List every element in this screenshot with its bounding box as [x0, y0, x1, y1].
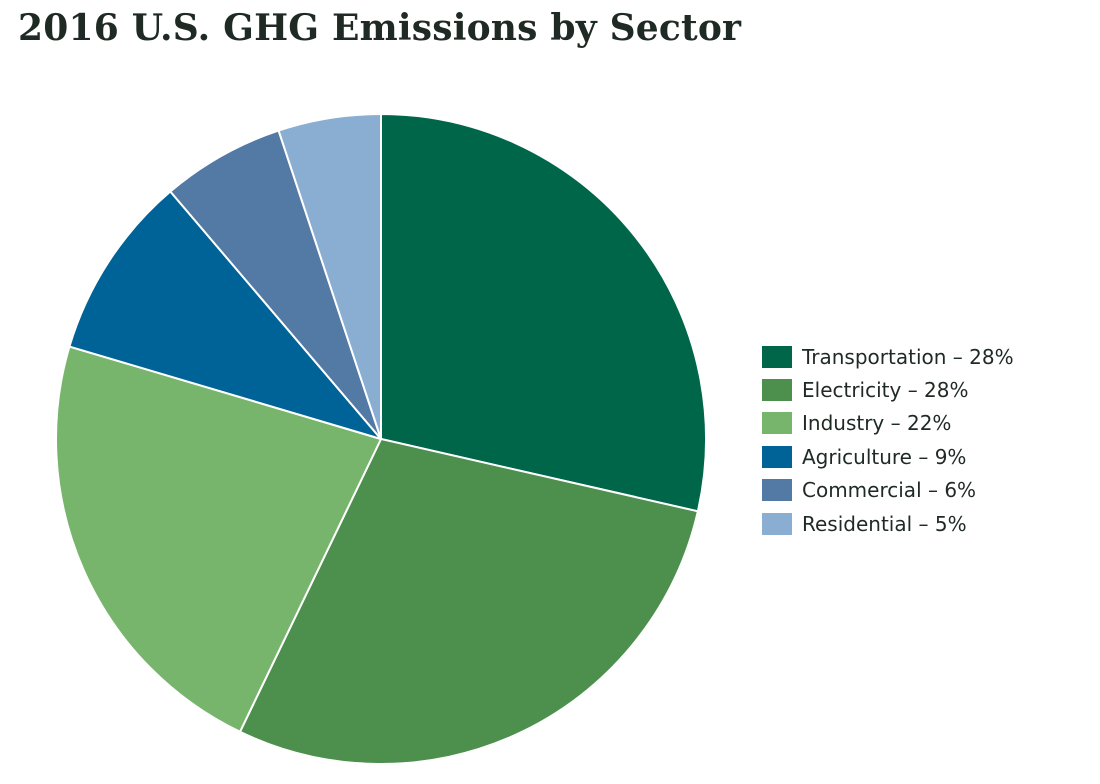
pie-chart [55, 113, 707, 765]
legend-swatch [762, 412, 792, 435]
legend-item-commercial: Commercial – 6% [762, 474, 1014, 507]
legend-label: Commercial – 6% [802, 478, 977, 503]
legend-label: Electricity – 28% [802, 378, 969, 403]
legend-swatch [762, 379, 792, 402]
legend-item-agriculture: Agriculture – 9% [762, 440, 1014, 473]
pie-slice-agriculture [68, 190, 382, 440]
legend-item-transportation: Transportation – 28% [762, 340, 1014, 373]
pie-slice-electricity [238, 438, 699, 765]
legend-swatch [762, 479, 792, 502]
legend-swatch [762, 512, 792, 535]
pie-slice-residential [277, 113, 382, 440]
pie-slice-industry [55, 345, 382, 733]
pie-slice-transportation [380, 113, 707, 513]
legend-item-electricity: Electricity – 28% [762, 373, 1014, 406]
legend-label: Industry – 22% [802, 411, 952, 436]
legend-label: Transportation – 28% [802, 344, 1014, 369]
pie-slice-commercial [169, 129, 382, 440]
legend: Transportation – 28% Electricity – 28% Ind… [762, 340, 1014, 540]
legend-label: Residential – 5% [802, 511, 967, 536]
legend-item-residential: Residential – 5% [762, 507, 1014, 540]
chart-title: 2016 U.S. GHG Emissions by Sector [18, 7, 742, 49]
legend-swatch [762, 345, 792, 368]
legend-label: Agriculture – 9% [802, 444, 967, 469]
legend-item-industry: Industry – 22% [762, 407, 1014, 440]
legend-swatch [762, 445, 792, 468]
